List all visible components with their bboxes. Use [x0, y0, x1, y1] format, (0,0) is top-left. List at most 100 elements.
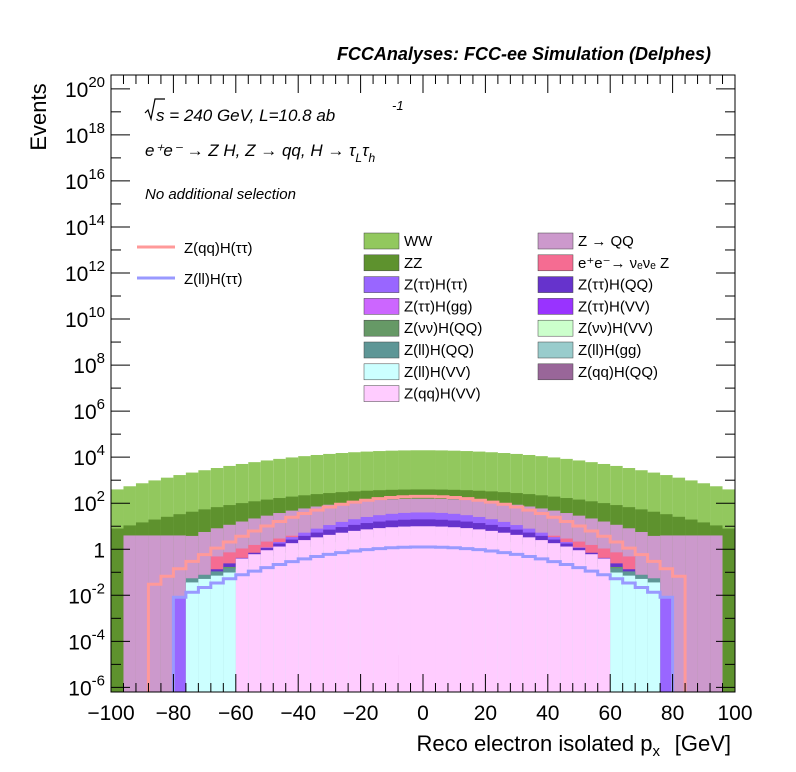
bar-14-24: [410, 526, 423, 692]
y-axis-label: Events: [26, 83, 51, 150]
legend-swatch: [363, 276, 400, 293]
series-14: [235, 526, 611, 692]
legend-label: Z(ττ)H(gg): [404, 298, 473, 315]
y-tick-label: 10-6: [68, 672, 105, 700]
bar-2-2: [135, 535, 149, 692]
signal-lines: [146, 494, 687, 692]
energy-annotation: s = 240 GeV, L=10.8 ab -1: [144, 98, 404, 125]
legend-signal-label: Z(ll)H(ττ): [184, 271, 243, 288]
legend-label: Z(ll)H(VV): [404, 364, 471, 381]
bar-14-13: [273, 546, 286, 692]
bar-14-16: [310, 537, 324, 692]
legend-label: Z(ττ)H(VV): [578, 298, 650, 315]
y-tick-label: 10-2: [68, 580, 105, 608]
bar-4-5: [173, 597, 186, 692]
bar-14-14: [285, 543, 299, 692]
bar-14-32: [510, 534, 523, 692]
sqrt-sign-icon: [144, 98, 165, 122]
bar-14-38: [585, 554, 598, 692]
bar-14-19: [348, 530, 361, 692]
bar-12-9: [223, 572, 236, 692]
x-tick-label: 60: [599, 702, 622, 725]
legend-label: Z(νν)H(QQ): [404, 320, 482, 337]
x-tick-label: −60: [218, 702, 254, 725]
legend-swatch: [537, 232, 574, 250]
bar-14-39: [597, 558, 611, 692]
bar-12-40: [610, 572, 623, 692]
y-tick-label: 1012: [65, 258, 105, 286]
bar-14-25: [423, 526, 436, 692]
y-tick-label: 1014: [65, 212, 105, 240]
bar-14-30: [485, 530, 498, 692]
x-tick-label: −80: [156, 702, 192, 725]
bar-14-35: [547, 543, 561, 692]
y-tick-label: 108: [73, 350, 105, 378]
x-tick-label: 40: [536, 702, 559, 725]
legend-label: Z → QQ: [578, 233, 634, 250]
bar-2-4: [160, 535, 174, 692]
bar-14-18: [335, 532, 349, 692]
process-annotation: e⁺e⁻ → Z H, Z → qq, H → τLτh: [145, 141, 375, 165]
legend-swatch: [363, 385, 400, 402]
bar-2-47: [697, 535, 711, 692]
y-tick-label: 1: [93, 539, 105, 562]
legend-label: Z(qq)H(QQ): [578, 364, 658, 381]
legend-signal-label: Z(qq)H(ττ): [184, 240, 253, 257]
bar-12-43: [647, 582, 661, 692]
legend-label: Z(νν)H(VV): [578, 320, 653, 337]
legend-label: Z(qq)H(VV): [404, 386, 481, 403]
legend-swatch: [363, 232, 400, 250]
bar-14-22: [385, 527, 399, 692]
axis-ticks: [110, 75, 736, 692]
bar-12-7: [198, 578, 211, 692]
x-axis-unit: [GeV]: [675, 731, 731, 756]
background-legend: WW Z → QQ ZZ e⁺e⁻→ νₑνₑ Z Z(ττ)H(ττ) Z(ττ)H(Q…: [363, 232, 669, 403]
bar-14-10: [235, 558, 249, 692]
bar-14-27: [447, 527, 461, 692]
bar-14-31: [497, 532, 511, 692]
energy-luminosity-text: s = 240 GeV, L=10.8 ab: [156, 106, 335, 125]
legend-swatch: [537, 298, 574, 315]
bar-14-37: [572, 550, 586, 692]
x-tick-label: 80: [661, 702, 684, 725]
bar-14-26: [435, 526, 448, 692]
signal-line-1: [171, 545, 675, 692]
y-tick-label: 104: [73, 442, 105, 470]
bar-14-12: [260, 550, 274, 692]
legend-swatch: [363, 341, 400, 359]
selection-annotation: No additional selection: [145, 186, 296, 203]
luminosity-exponent: -1: [392, 98, 404, 113]
x-tick-label: −100: [87, 702, 134, 725]
legend-swatch: [363, 298, 400, 315]
stacked-histogram: [111, 450, 735, 692]
bar-1-0: [111, 528, 124, 692]
legend-label: Z(ll)H(QQ): [404, 342, 474, 359]
legend-swatch: [363, 319, 400, 337]
y-tick-labels: 10-6 10-4 10-2 1 102 104 106 108 1010 1012 1014 101…: [65, 74, 105, 701]
bar-14-34: [535, 540, 548, 692]
bar-12-8: [210, 575, 224, 692]
bar-14-20: [360, 529, 374, 692]
legend-label: Z(ll)H(gg): [578, 342, 641, 359]
bar-2-46: [685, 535, 698, 692]
y-tick-label: 1018: [65, 120, 105, 148]
legend-swatch: [537, 319, 574, 337]
legend-label: ZZ: [404, 255, 422, 272]
bar-14-21: [373, 528, 386, 692]
x-tick-label: 100: [717, 702, 752, 725]
y-tick-label: 102: [73, 488, 105, 516]
legend-label: Z(ττ)H(QQ): [578, 277, 653, 294]
legend-swatch: [537, 254, 574, 272]
x-tick-label: −20: [343, 702, 379, 725]
x-axis-label: Reco electron isolated px: [416, 731, 660, 760]
bar-14-15: [298, 540, 311, 692]
x-tick-labels: −100 −80 −60 −40 −20 0 20 40 60 80 100: [87, 702, 752, 725]
bar-12-42: [635, 578, 648, 692]
x-tick-label: 0: [417, 702, 429, 725]
x-tick-label: −40: [280, 702, 316, 725]
legend-label: WW: [404, 233, 433, 250]
y-tick-label: 1010: [65, 304, 105, 332]
x-tick-label: 20: [474, 702, 497, 725]
bar-12-41: [622, 575, 636, 692]
bar-14-11: [248, 554, 261, 692]
